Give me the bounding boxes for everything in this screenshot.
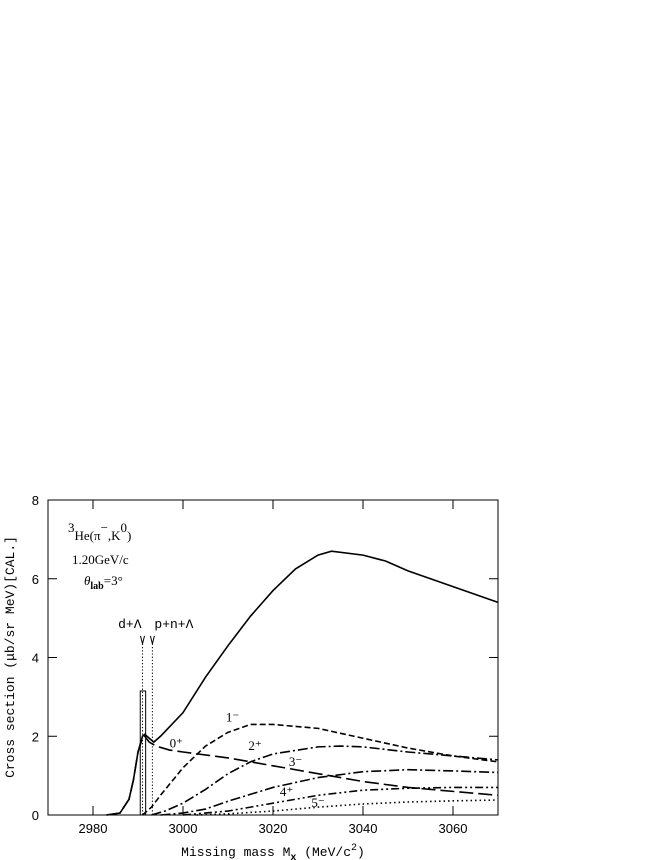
xlabel-part: 2: [351, 843, 357, 854]
series-line: [182, 786, 498, 816]
x-tick-label: 3040: [349, 821, 378, 836]
chart-title: 3He(π−,K0): [68, 520, 131, 543]
xlabel-part: (MeV/c: [296, 845, 351, 860]
y-tick-label: 0: [32, 808, 39, 823]
series-label: 1⁻: [226, 709, 239, 724]
series-label: 5⁻: [311, 795, 324, 810]
series-line: [196, 799, 499, 816]
title-part: 3: [68, 520, 75, 535]
series-label: 0⁺: [170, 735, 183, 750]
title-part: 0: [121, 520, 128, 535]
angle-part: lab: [90, 581, 104, 592]
title-part: He(π: [75, 528, 101, 543]
threshold-label: d+Λ: [118, 617, 142, 632]
series-line: [106, 735, 499, 816]
x-axis-label: Missing mass Mx (MeV/c2): [181, 843, 365, 860]
series-line: [160, 768, 499, 816]
threshold-label: p+n+Λ: [154, 617, 193, 632]
x-tick-label: 2980: [79, 821, 108, 836]
angle-part: θ: [84, 573, 91, 588]
plot-frame: [47, 499, 499, 816]
series-label: 3⁻: [289, 754, 302, 769]
title-part: ): [127, 528, 131, 543]
series-label: 2⁺: [248, 738, 261, 753]
angle-part: =3°: [104, 573, 123, 588]
y-tick-label: 4: [32, 651, 39, 666]
series-label: 4⁺: [280, 784, 293, 799]
x-tick-label: 3020: [259, 821, 288, 836]
x-tick-label: 3060: [439, 821, 468, 836]
threshold-arrow: [140, 635, 145, 644]
y-tick-label: 2: [32, 729, 39, 744]
title-part: ,K: [108, 528, 121, 543]
subtitle: 1.20GeV/c: [72, 552, 129, 567]
x-tick-label: 3000: [169, 821, 198, 836]
y-tick-label: 8: [32, 493, 39, 508]
xlabel-part: Missing mass M: [181, 845, 290, 860]
series-line: [151, 745, 499, 816]
threshold-arrow: [149, 635, 155, 644]
title-part: −: [101, 520, 108, 535]
angle-label: θlab=3°: [84, 573, 123, 592]
xlabel-part: ): [357, 845, 365, 860]
y-tick-label: 6: [32, 572, 39, 587]
y-axis-label: Cross section (μb/sr MeV)[CAL.]: [3, 536, 18, 778]
series-line: [106, 550, 499, 816]
xlabel-part: x: [290, 853, 296, 860]
